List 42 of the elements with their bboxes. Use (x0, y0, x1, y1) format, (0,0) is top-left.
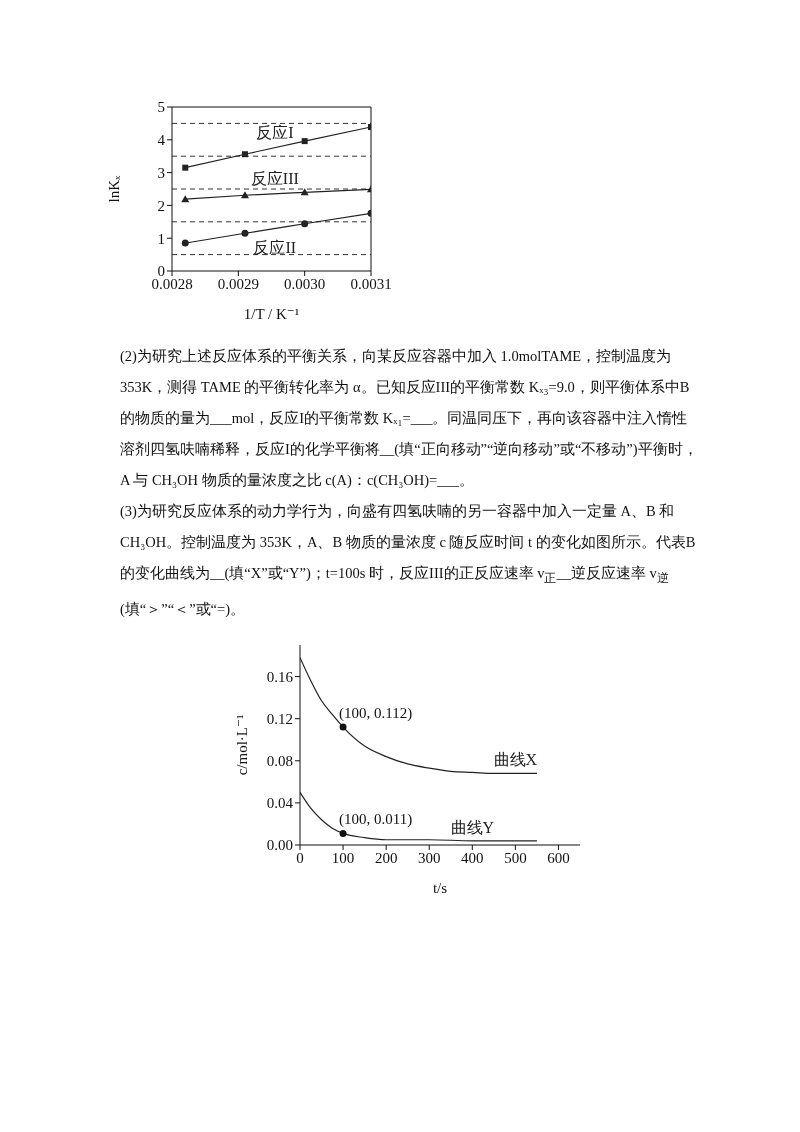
y-axis-title: c/mol·L⁻¹ (234, 714, 251, 776)
x-tick-label: 300 (417, 849, 441, 866)
x-axis-title: 1/T / K⁻¹ (243, 306, 300, 322)
series-label: 曲线Y (450, 818, 495, 836)
point (182, 164, 189, 171)
y-tick-label: 0.16 (266, 668, 294, 685)
y-axis-title: lnKₓ (106, 174, 123, 203)
point (241, 151, 248, 158)
annotation: (100, 0.112) (339, 705, 413, 722)
point (181, 195, 190, 203)
point (241, 229, 249, 237)
point (240, 191, 249, 199)
x-axis-title: t/s (432, 879, 448, 896)
point (301, 138, 308, 145)
x-tick-label: 500 (504, 849, 527, 866)
series-label: 曲线X (493, 751, 538, 769)
y-tick-label: 5 (157, 99, 165, 116)
point (181, 239, 189, 247)
series-label: 反应I (256, 123, 294, 141)
text: (2)为研究上述反应体系的平衡关系，向某反应容器中加入 1.0molTAME，控制温度为353K，测得 TAME 的平衡转化率为 α。已知反应III的平衡常数 Kₓ₃=9.0，则平衡体系中B 的物质的量为___mol，反应I的平衡常数 Kₓ₁=___。同温同压下，再向该容器中注入惰性溶剂四氢呋喃稀释，反应I的化学平衡将__(填“正向移动”“逆向移动”或“不移动”)平衡时，A 与 CH₃OH 物质的量浓度之比 c(A)：c(CH₃OH)=___。 (120, 347, 699, 490)
y-tick-label: 0.12 (266, 710, 293, 727)
y-tick-label: 1 (157, 230, 165, 247)
y-tick-label: 0.04 (266, 795, 294, 812)
x-tick-label: 0.0029 (217, 275, 259, 292)
x-tick-label: 200 (374, 849, 398, 866)
y-tick-label: 2 (157, 197, 165, 214)
annotation: (100, 0.011) (339, 811, 413, 829)
x-tick-label: 600 (547, 849, 570, 866)
line-series (300, 656, 538, 774)
y-tick-label: 0.08 (266, 753, 293, 770)
y-tick-label: 3 (157, 164, 165, 181)
series-label: 反应III (250, 169, 299, 187)
y-tick-label: 0.00 (266, 837, 293, 854)
text: (3)为研究反应体系的动力学行为，向盛有四氢呋喃的另一容器中加入一定量 A、B 和CH₃OH。控制温度为 353K，A、B 物质的量浓度 c 随反应时间 t 的变化如图所示。代表B 的变化曲线为__(填“X”或“Y”)；t=100s 时，反应III的正反应速率 v$_{正}$__逆反应速率 v$_{逆}$(填“＞”“＜”或“=)。 (120, 503, 696, 617)
point (301, 220, 309, 228)
x-tick-label: 100 (331, 849, 355, 866)
series-label: 反应II (253, 238, 297, 256)
line-series (300, 791, 538, 842)
x-tick-label: 0.0031 (350, 275, 392, 292)
y-tick-label: 4 (157, 132, 166, 149)
x-tick-label: 0.0030 (284, 275, 326, 292)
x-tick-label: 400 (461, 849, 484, 866)
